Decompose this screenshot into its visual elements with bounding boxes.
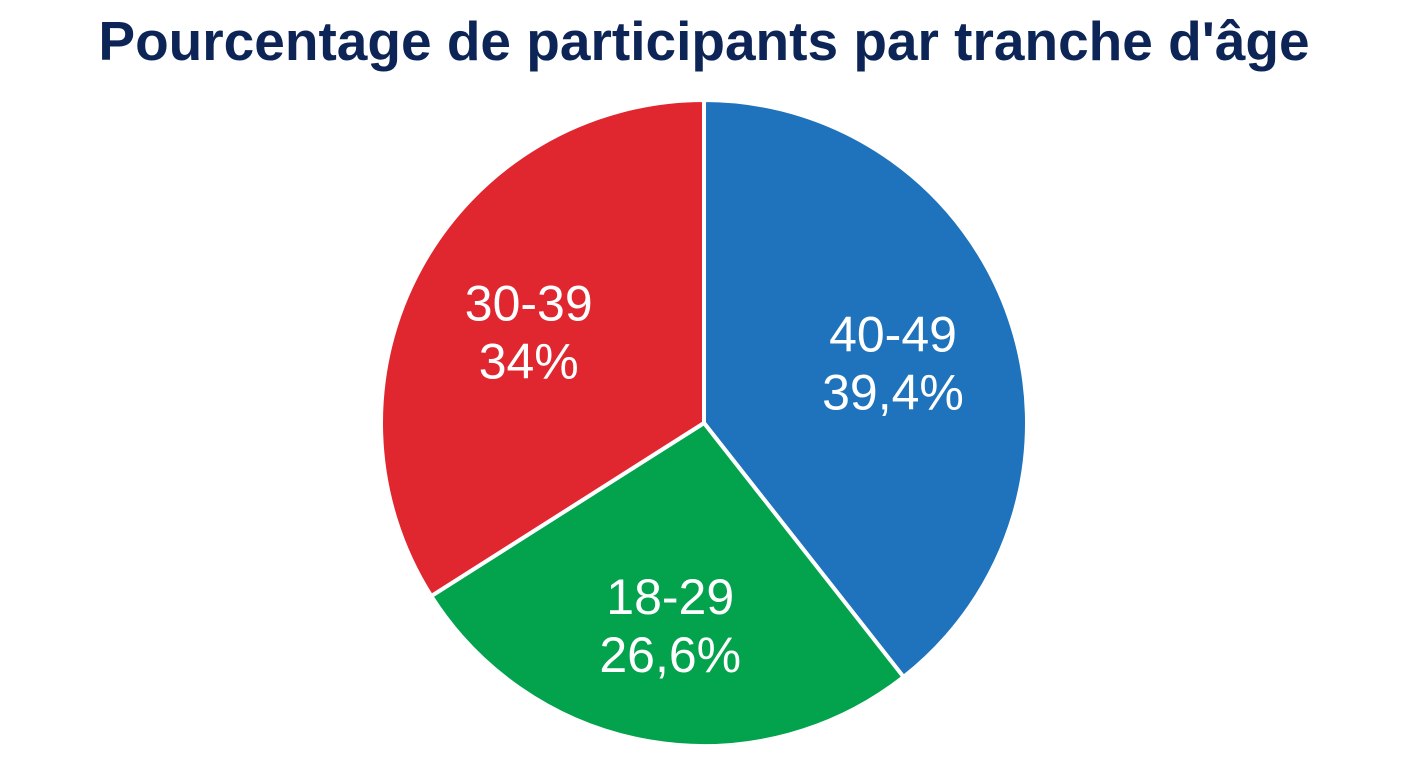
slice-category-label: 40-49	[829, 307, 957, 363]
pie-slice-30-39	[379, 98, 706, 599]
slice-value-label: 39,4%	[822, 365, 964, 421]
chart-title: Pourcentage de participants par tranche …	[98, 10, 1310, 72]
slice-category-label: 30-39	[465, 276, 593, 332]
pie-slice-18-29	[429, 421, 906, 748]
pie-slice-40-49	[702, 98, 1029, 679]
slice-category-label: 18-29	[606, 569, 734, 625]
pie-slices	[379, 98, 1029, 748]
slice-value-label: 34%	[479, 334, 579, 390]
slice-value-label: 26,6%	[599, 627, 741, 683]
